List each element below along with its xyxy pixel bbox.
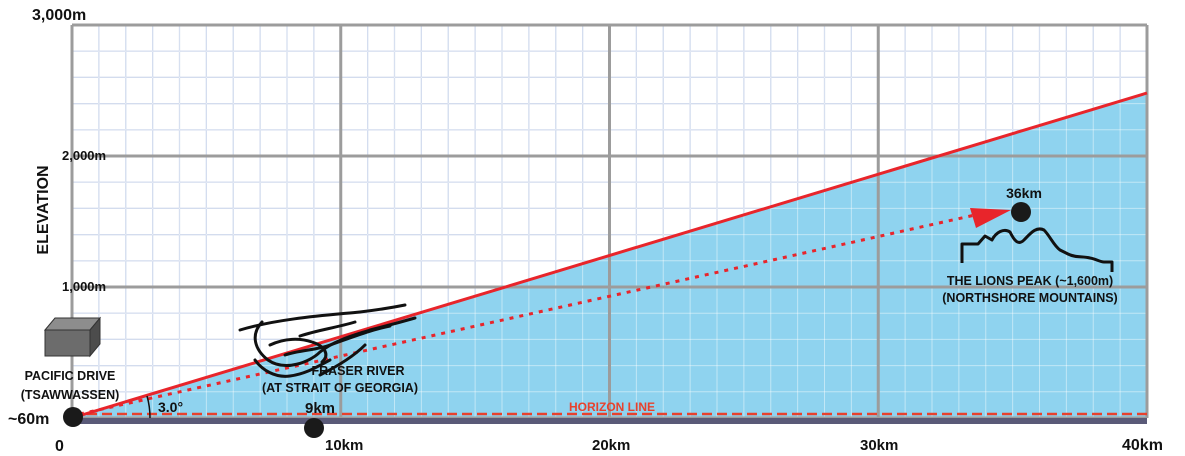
observer-elevation: ~60m: [8, 411, 49, 428]
x-tick-30km: 30km: [860, 437, 898, 454]
observer-name: PACIFIC DRIVE: [25, 369, 116, 383]
target-marker: [1011, 202, 1031, 222]
target-name: THE LIONS PEAK (~1,600m): [947, 274, 1113, 288]
y-tick-2000: 2,000m: [62, 148, 106, 163]
sight-dotted-line: [79, 213, 976, 416]
waypoint-name: FRASER RIVER: [311, 364, 404, 378]
x-tick-20km: 20km: [592, 437, 630, 454]
angle-label: 3.0°: [158, 399, 183, 415]
x-tick-40km: 40km: [1122, 437, 1163, 454]
arrow-head-icon: [970, 208, 1011, 228]
sight-line: [71, 91, 1148, 420]
angle-arc: [146, 395, 151, 419]
waypoint-marker: [304, 418, 324, 438]
y-axis-label: ELEVATION: [35, 165, 52, 254]
house-icon: [43, 316, 102, 358]
fraser-river-sketch: [238, 303, 417, 378]
horizon-label: HORIZON LINE: [569, 400, 655, 414]
mountain-silhouette-icon: [960, 227, 1114, 272]
ground-band: [72, 418, 1147, 424]
waypoint-distance: 9km: [305, 400, 335, 417]
y-tick-3000: 3,000m: [32, 7, 86, 24]
target-sub: (NORTHSHORE MOUNTAINS): [942, 291, 1117, 305]
waypoint-sub: (AT STRAIT OF GEORGIA): [262, 381, 418, 395]
x-tick-0: 0: [55, 438, 64, 455]
target-distance: 36km: [1006, 185, 1042, 201]
y-tick-1000: 1,000m: [62, 279, 106, 294]
observer-area: (TSAWWASSEN): [21, 388, 120, 402]
observer-marker: [63, 407, 83, 427]
x-tick-10km: 10km: [325, 437, 363, 454]
